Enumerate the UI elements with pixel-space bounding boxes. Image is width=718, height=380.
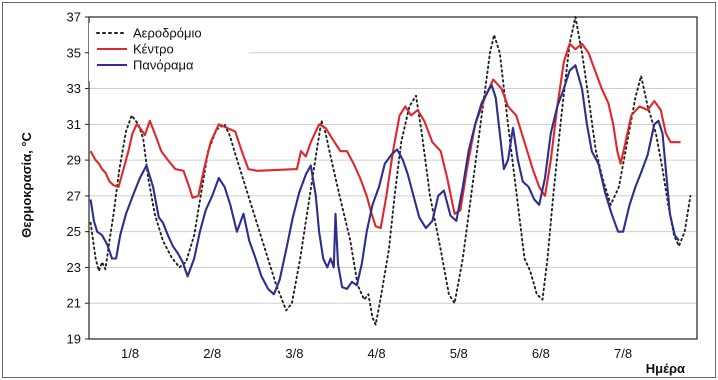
y-tick-label: 31 xyxy=(67,117,81,132)
y-tick-label: 29 xyxy=(67,153,81,168)
y-tick-label: 33 xyxy=(67,81,81,96)
y-tick-label: 25 xyxy=(67,224,81,239)
series-line xyxy=(89,64,680,296)
y-tick-label: 19 xyxy=(67,332,81,347)
legend-label: Κέντρο xyxy=(133,42,174,57)
legend-label: Αεροδρόμιο xyxy=(133,26,202,41)
x-tick-label: 5/8 xyxy=(450,346,468,361)
y-tick-label: 23 xyxy=(67,260,81,275)
x-axis-ticks: 1/8 2/8 3/8 4/8 5/8 6/8 7/8 xyxy=(121,346,632,361)
series-line xyxy=(89,16,692,326)
x-tick-label: 2/8 xyxy=(203,346,221,361)
x-tick-label: 7/8 xyxy=(614,346,632,361)
x-tick-label: 4/8 xyxy=(368,346,386,361)
y-axis-ticks: 19 21 23 25 27 29 31 33 35 37 xyxy=(67,10,89,347)
line-chart: 19 21 23 25 27 29 31 33 35 37 1/8 2/8 3/8 4/8 5/8 6/8 7… xyxy=(19,10,698,376)
x-tick-label: 3/8 xyxy=(285,346,303,361)
series-line xyxy=(89,42,681,230)
y-axis-title: Θερμοκρασία, °C xyxy=(19,131,34,237)
y-tick-label: 37 xyxy=(67,10,81,25)
series-lines xyxy=(89,16,692,326)
y-tick-label: 21 xyxy=(67,296,81,311)
plot-area xyxy=(88,16,698,340)
legend-label: Πανόραμα xyxy=(133,58,194,73)
y-tick-label: 27 xyxy=(67,188,81,203)
x-axis-title: Ημέρα xyxy=(646,361,685,376)
y-tick-label: 35 xyxy=(67,45,81,60)
x-tick-label: 1/8 xyxy=(121,346,139,361)
x-tick-label: 6/8 xyxy=(532,346,550,361)
